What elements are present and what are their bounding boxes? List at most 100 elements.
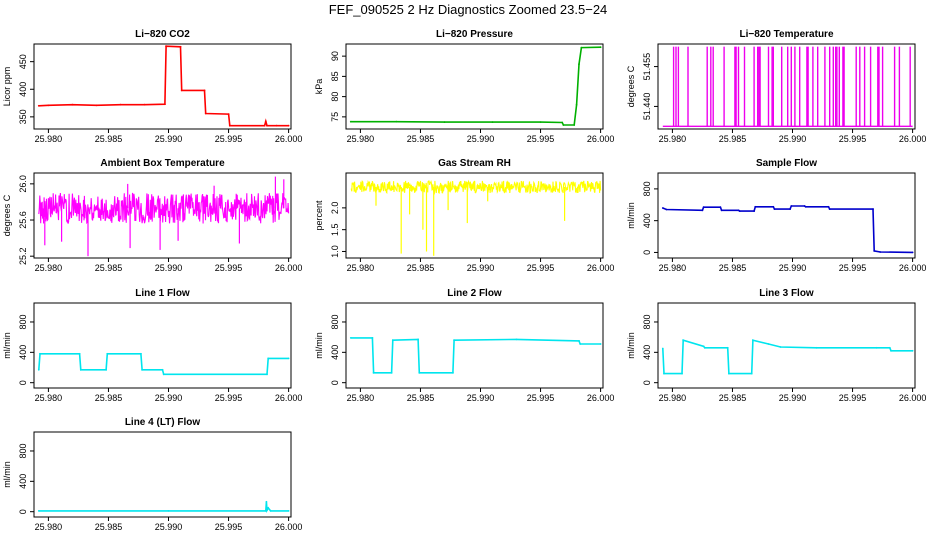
y-tick-label: 0: [18, 509, 28, 514]
data-layer: [37, 352, 290, 376]
data-point: [573, 124, 576, 126]
data-point: [204, 112, 207, 115]
data-point: [790, 205, 793, 207]
data-point: [269, 510, 272, 512]
y-tick-label: 800: [330, 314, 340, 329]
y-tick-label: 450: [18, 54, 28, 69]
x-tick-label: 25.995: [839, 134, 867, 144]
data-point: [372, 371, 375, 374]
x-tick-label: 25.985: [719, 393, 747, 403]
x-tick-label: 25.995: [215, 134, 243, 144]
data-point: [140, 352, 142, 355]
y-tick-label: 400: [18, 474, 28, 489]
panel-title: Gas Stream RH: [438, 158, 511, 169]
y-axis-label: degrees C: [626, 65, 636, 107]
plot-frame: [657, 43, 916, 130]
data-point: [562, 124, 565, 126]
plot-frame: [345, 43, 604, 130]
data-layer: [661, 205, 914, 254]
data-point: [390, 371, 393, 374]
data-point: [265, 500, 268, 503]
data-point: [164, 103, 166, 106]
x-tick-label: 25.980: [659, 134, 687, 144]
data-point: [682, 339, 685, 342]
data-point: [663, 372, 665, 375]
data-point: [119, 103, 122, 106]
series-line: [662, 339, 913, 375]
y-tick-label: 51.440: [642, 93, 652, 121]
x-tick-label: 25.990: [779, 263, 807, 273]
x-tick-label: 26.000: [587, 263, 615, 273]
x-tick-label: 25.980: [659, 393, 687, 403]
data-point: [106, 352, 109, 355]
x-tick-label: 26.000: [275, 263, 303, 273]
data-layer: [662, 46, 913, 128]
data-point: [417, 338, 419, 341]
y-tick-label: 0: [330, 380, 340, 385]
data-point: [203, 89, 206, 92]
plot-frame: [33, 431, 292, 518]
y-tick-label: 51.455: [642, 53, 652, 81]
y-axis-label: ml/min: [314, 332, 324, 359]
data-point: [287, 357, 290, 360]
data-point: [371, 337, 374, 339]
y-tick-label: 90: [330, 51, 340, 61]
plot-frame: [345, 302, 604, 389]
data-point: [287, 124, 290, 127]
data-point: [888, 346, 891, 349]
panel-7: Line 1 Flow ml/min 25.980 25.985 25.990 25.99…: [2, 288, 302, 403]
data-point: [167, 510, 170, 512]
data-point: [453, 339, 455, 342]
plot-frame: [345, 172, 604, 259]
series-line: [38, 353, 289, 376]
plot-frame: [657, 172, 916, 259]
y-axis-label: kPa: [314, 79, 324, 95]
y-tick-label: 26.0: [18, 175, 28, 193]
data-layer: [350, 179, 602, 256]
data-point: [162, 373, 165, 376]
data-point: [349, 120, 352, 123]
x-tick-label: 25.990: [779, 393, 807, 403]
data-point: [827, 205, 830, 208]
x-tick-label: 25.990: [155, 522, 183, 532]
x-tick-label: 25.985: [719, 134, 747, 144]
x-tick-label: 26.000: [275, 134, 303, 144]
data-point: [37, 510, 40, 512]
data-point: [579, 343, 582, 345]
data-point: [267, 507, 270, 509]
y-axis-label: Licor ppm: [2, 67, 12, 107]
panel-4: Ambient Box Temperature degrees C 25.980 25…: [2, 158, 302, 273]
x-tick-label: 25.995: [527, 134, 555, 144]
data-point: [681, 372, 683, 375]
data-point: [287, 510, 290, 512]
data-point: [828, 208, 831, 211]
y-tick-label: 800: [642, 314, 652, 329]
data-point: [804, 205, 807, 208]
data-point: [702, 206, 705, 209]
y-tick-label: 2.0: [330, 202, 340, 215]
x-tick-label: 25.995: [839, 393, 867, 403]
data-point: [452, 371, 454, 374]
data-point: [95, 104, 98, 107]
data-point: [875, 346, 878, 349]
data-point: [773, 208, 776, 211]
data-point: [264, 120, 267, 123]
x-tick-label: 26.000: [587, 134, 615, 144]
data-point: [161, 368, 164, 371]
data-point: [665, 208, 668, 211]
y-tick-label: 85: [330, 71, 340, 81]
x-tick-label: 25.980: [35, 522, 63, 532]
x-tick-label: 25.985: [407, 134, 435, 144]
panel-10: Line 4 (LT) Flow ml/min 25.980 25.985 25.990…: [2, 417, 302, 532]
data-point: [141, 368, 144, 371]
data-point: [661, 207, 664, 209]
x-tick-label: 25.990: [155, 393, 183, 403]
data-point: [165, 45, 168, 48]
data-point: [753, 210, 755, 213]
panel-title: Line 3 Flow: [759, 288, 814, 299]
plot-frame: [33, 172, 292, 259]
series-line: [350, 337, 601, 374]
y-tick-label: 400: [18, 82, 28, 97]
data-point: [539, 121, 542, 123]
